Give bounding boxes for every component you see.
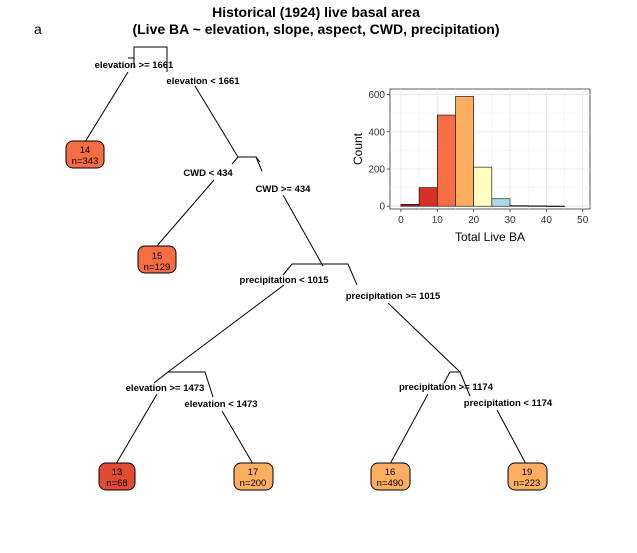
leaf-value: 16 — [385, 467, 396, 478]
histogram-bar-3 — [436, 114, 456, 207]
edge-cwd-left — [155, 179, 215, 248]
histogram-bars — [400, 96, 565, 207]
leaf-count: n=200 — [240, 478, 267, 489]
split-label-elevation-lt-1661: elevation < 1661 — [166, 76, 240, 87]
leaf-node-3: 13 n=68 — [98, 462, 136, 491]
leaf-node-2: 15 n=129 — [137, 245, 177, 274]
leaf-box — [507, 462, 548, 491]
histogram-bar-4 — [455, 96, 474, 207]
histogram-bar-5 — [473, 166, 493, 207]
x-tick-label: 50 — [577, 215, 589, 226]
edge-root — [128, 46, 168, 72]
split-label-precipitation-ge-1174: precipitation >= 1174 — [399, 382, 494, 393]
x-tick-label: 30 — [504, 215, 516, 226]
leaf-count: n=343 — [72, 156, 99, 167]
histogram-bar-2 — [418, 187, 438, 207]
edge-elev1473-left — [115, 393, 158, 465]
leaf-box — [370, 462, 411, 491]
leaf-value: 17 — [248, 467, 259, 478]
edge-precip1174 — [443, 371, 471, 397]
edge-precip1015-left — [167, 284, 285, 373]
histogram-bar-1 — [400, 204, 420, 207]
edge-cwd-right — [282, 194, 324, 267]
split-label-precipitation-ge-1015: precipitation >= 1015 — [346, 291, 441, 302]
edge-precip1174-right — [496, 409, 527, 465]
leaf-box — [98, 462, 136, 491]
histogram-x-axis-title: Total Live BA — [455, 230, 525, 244]
tree-edges — [84, 46, 527, 465]
histogram-bar-9 — [546, 205, 565, 207]
leaf-value: 14 — [80, 145, 91, 156]
split-label-cwd-ge-434: CWD >= 434 — [256, 184, 312, 195]
edge-precip1015-right — [387, 302, 461, 373]
histogram-bar-7 — [509, 205, 529, 207]
split-label-elevation-ge-1473: elevation >= 1473 — [126, 383, 205, 394]
leaf-node-6: 19 n=223 — [507, 462, 548, 491]
split-label-cwd-lt-434: CWD < 434 — [183, 168, 233, 179]
histogram-bar-6 — [491, 198, 511, 207]
y-tick-label: 200 — [368, 165, 385, 176]
edge-root-right — [194, 85, 261, 163]
title-line-2: (Live BA ~ elevation, slope, aspect, CWD… — [132, 21, 499, 37]
y-tick-label: 400 — [368, 127, 385, 138]
edge-cwd — [231, 156, 263, 172]
leaf-node-1: 14 n=343 — [65, 140, 105, 169]
edge-precip1174-left — [389, 393, 429, 465]
leaf-box — [233, 462, 274, 491]
histogram-inset: 0 10 20 30 40 50 0 200 400 600 Total Live BA Cou… — [351, 88, 591, 244]
leaf-box — [137, 245, 177, 274]
histogram-bar-8 — [527, 205, 547, 207]
x-tick-label: 0 — [398, 215, 404, 226]
leaf-value: 13 — [112, 467, 123, 478]
histogram-y-axis-title: Count — [351, 132, 365, 165]
leaf-count: n=223 — [514, 478, 541, 489]
leaf-count: n=129 — [144, 262, 171, 273]
title-line-1: Historical (1924) live basal area — [212, 4, 420, 20]
leaf-node-5: 16 n=490 — [370, 462, 411, 491]
x-tick-label: 40 — [541, 215, 553, 226]
leaf-value: 19 — [522, 467, 533, 478]
y-tick-label: 0 — [379, 202, 385, 213]
edge-root-left — [84, 71, 129, 143]
leaf-count: n=68 — [106, 478, 127, 489]
histogram-y-ticks: 0 200 400 600 — [368, 90, 390, 213]
split-label-elevation-ge-1661: elevation >= 1661 — [95, 60, 174, 71]
leaf-value: 15 — [152, 251, 163, 262]
panel-letter: a — [34, 21, 42, 37]
x-tick-label: 20 — [468, 215, 480, 226]
split-label-precipitation-lt-1174: precipitation < 1174 — [464, 398, 553, 409]
leaf-box — [65, 140, 105, 169]
edge-precip1015 — [282, 263, 358, 286]
x-tick-label: 10 — [432, 215, 444, 226]
edge-elev1473-right — [221, 410, 254, 465]
histogram-x-ticks: 0 10 20 30 40 50 — [398, 209, 589, 226]
split-label-elevation-lt-1473: elevation < 1473 — [184, 399, 257, 410]
edge-elev1473 — [153, 371, 214, 398]
leaf-node-4: 17 n=200 — [233, 462, 274, 491]
leaf-count: n=490 — [377, 478, 404, 489]
split-label-precipitation-lt-1015: precipitation < 1015 — [240, 275, 330, 286]
y-tick-label: 600 — [368, 90, 385, 101]
